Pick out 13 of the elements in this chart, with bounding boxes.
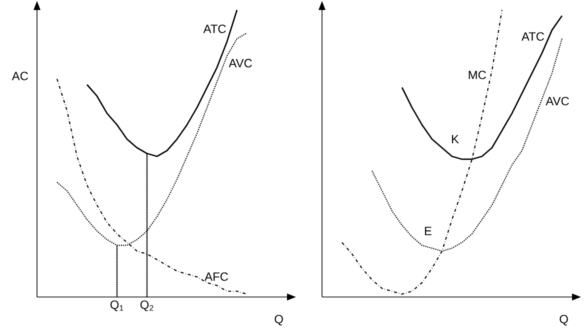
y-axis-title: AC [12,72,28,80]
series-label: ATC [522,32,544,41]
x-tick-label: Q$_{1}$ [110,300,124,312]
annotation: E [425,226,432,236]
series-label: MC [468,70,486,80]
series-label: AVC [228,58,252,68]
series-label: ATC [203,24,226,34]
annotation: K [452,135,459,144]
x-axis-title: Q [274,314,283,326]
x-axis-title: Q [560,314,568,326]
x-tick-label: Q$_{2}$ [140,300,154,312]
series-label: AFC [204,272,228,281]
series-label: AVC [546,96,569,106]
